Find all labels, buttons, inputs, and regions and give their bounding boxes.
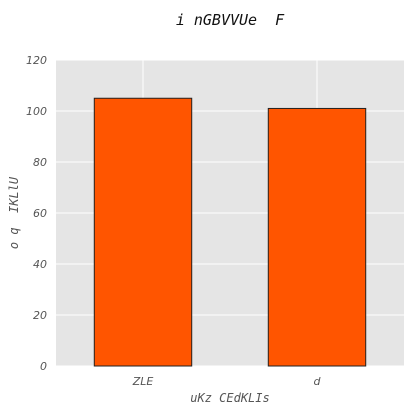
bars <box>93 97 367 367</box>
y-tick-label-2: 40 <box>33 258 47 271</box>
y-axis-ticks: 0 20 40 60 80 100 120 <box>26 54 47 373</box>
x-axis-ticks: ZLE d <box>132 375 322 388</box>
bar-0 <box>93 97 193 367</box>
y-tick-label-3: 60 <box>33 207 47 220</box>
x-tick-label-0: ZLE <box>132 375 154 388</box>
x-axis-label: uKz CEdKLIs <box>190 391 269 405</box>
y-tick-label-1: 20 <box>33 309 47 322</box>
y-axis-label: o q IKLlU <box>7 176 21 249</box>
x-tick-label-1: d <box>314 375 322 388</box>
y-tick-label-6: 120 <box>26 54 47 67</box>
y-tick-label-0: 0 <box>40 360 47 373</box>
y-tick-label-5: 100 <box>26 105 47 118</box>
chart-title: i nGBVVUe F <box>176 11 285 29</box>
bar-1 <box>267 107 367 367</box>
y-tick-label-4: 80 <box>33 156 47 169</box>
